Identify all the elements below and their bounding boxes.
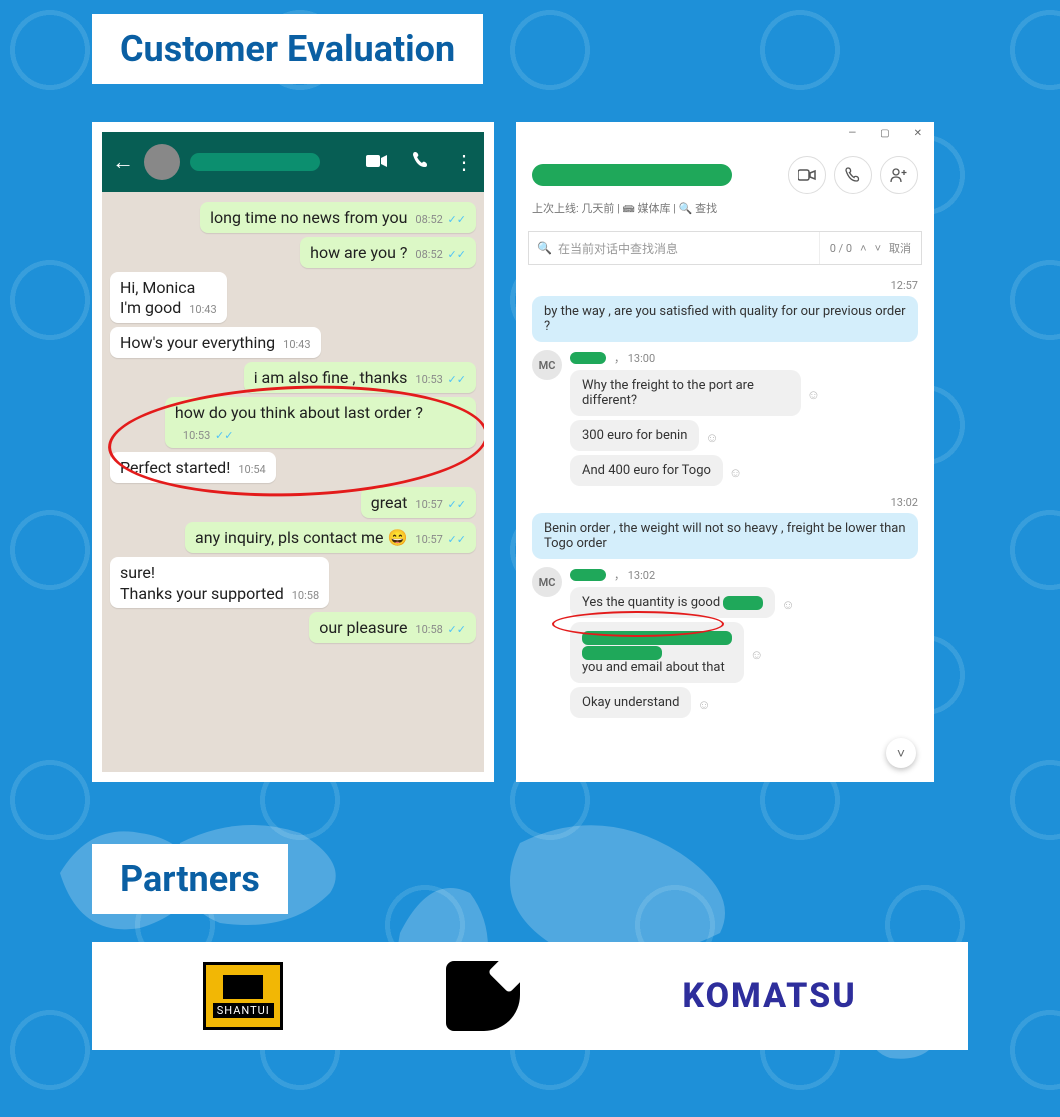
react-icon[interactable]: ☺ (781, 597, 794, 613)
maximize-icon[interactable]: ▢ (880, 128, 889, 150)
search-count: 0 / 0 (830, 242, 852, 255)
message-bubble: great10:57 ✓✓ (110, 487, 476, 518)
message-bubble: any inquiry, pls contact me 😄10:57 ✓✓ (110, 522, 476, 553)
search-icon: 🔍 (537, 241, 552, 255)
more-icon[interactable]: ⋮ (454, 150, 474, 174)
call-icon[interactable] (412, 150, 430, 174)
react-icon[interactable]: ☺ (705, 430, 718, 446)
avatar[interactable] (144, 144, 180, 180)
message-bubble: Benin order , the weight will not so hea… (532, 513, 918, 563)
message-bubble: 300 euro for benin (570, 420, 699, 451)
call-icon[interactable] (834, 156, 872, 194)
message-bubble: our pleasure10:58 ✓✓ (110, 612, 476, 643)
video-call-icon[interactable] (788, 156, 826, 194)
scroll-down-icon[interactable]: ˅ (886, 738, 916, 768)
minimize-icon[interactable]: — (848, 128, 856, 150)
whatsapp-header: ← ⋮ (102, 132, 484, 192)
message-bubble: how are you ?08:52 ✓✓ (110, 237, 476, 268)
logo-shantui: SHANTUI (203, 962, 283, 1030)
cancel-search[interactable]: 取消 (889, 240, 911, 256)
message-bubble: Hi, MonicaI'm good10:43 (110, 272, 476, 324)
skype-messages: 12:57 by the way , are you satisfied with… (516, 265, 934, 782)
message-bubble: And 400 euro for Togo (570, 455, 723, 486)
react-icon[interactable]: ☺ (750, 647, 763, 663)
timestamp: 13:02 (532, 496, 918, 509)
status-line: 上次上线: 几天前 | 📾 媒体库 | 🔍 查找 (516, 200, 934, 227)
nav-down-icon[interactable]: ˅ (875, 242, 881, 255)
message-group: MC， 13:02Yes the quantity is good ☺ you … (532, 567, 918, 722)
skype-screenshot: — ▢ ✕ 上次上线: 几天前 | 📾 媒体 (516, 122, 934, 782)
message-bubble: long time no news from you08:52 ✓✓ (110, 202, 476, 233)
avatar: MC (532, 567, 562, 597)
message-bubble: by the way , are you satisfied with qual… (532, 296, 918, 346)
message-bubble: How's your everything10:43 (110, 327, 476, 358)
back-icon[interactable]: ← (112, 149, 134, 175)
message-bubble: how do you think about last order ?10:53… (110, 397, 476, 449)
partners-strip: SHANTUI KOMATSU (92, 942, 968, 1050)
message-bubble: Perfect started!10:54 (110, 452, 476, 483)
react-icon[interactable]: ☺ (729, 465, 742, 481)
video-call-icon[interactable] (366, 150, 388, 174)
logo-cummins (446, 961, 520, 1031)
message-group: MC， 13:00Why the freight to the port are… (532, 350, 918, 490)
message-bubble: you and email about that (570, 622, 744, 683)
message-bubble: Okay understand (570, 687, 691, 718)
close-icon[interactable]: ✕ (914, 128, 922, 150)
logo-komatsu: KOMATSU (682, 976, 856, 1016)
message-bubble: sure!Thanks your supported10:58 (110, 557, 476, 609)
nav-up-icon[interactable]: ˄ (860, 242, 866, 255)
contact-name-redacted (532, 164, 732, 186)
message-bubble: Why the freight to the port are differen… (570, 370, 801, 416)
whatsapp-screenshot: ← ⋮ long time no news from you08:5 (92, 122, 494, 782)
section-title-partners: Partners (92, 844, 288, 914)
contact-name-redacted (190, 153, 320, 171)
window-controls: — ▢ ✕ (516, 122, 934, 150)
message-bubble: i am also fine , thanks10:53 ✓✓ (110, 362, 476, 393)
react-icon[interactable]: ☺ (807, 387, 820, 403)
timestamp: 12:57 (532, 279, 918, 292)
whatsapp-messages: long time no news from you08:52 ✓✓ how ar… (102, 192, 484, 653)
section-title-customer-evaluation: Customer Evaluation (92, 14, 483, 84)
add-participant-icon[interactable] (880, 156, 918, 194)
message-bubble: Yes the quantity is good (570, 587, 775, 618)
search-placeholder[interactable]: 在当前对话中查找消息 (558, 240, 678, 257)
search-bar: 🔍 在当前对话中查找消息 0 / 0 ˄ ˅ 取消 (528, 231, 922, 265)
avatar: MC (532, 350, 562, 380)
react-icon[interactable]: ☺ (697, 697, 710, 713)
